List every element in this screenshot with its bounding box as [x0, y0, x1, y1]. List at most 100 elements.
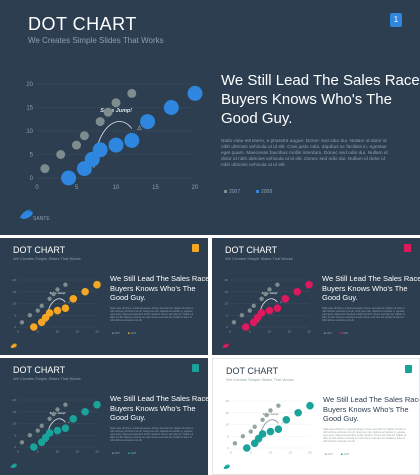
logo-leaf-icon: [10, 343, 17, 348]
y-tick-label: 5: [30, 153, 34, 159]
x-tick-label: 10: [56, 449, 60, 453]
logo-leaf-icon: [223, 464, 230, 469]
variant-headline-line: We Still Lead The Sales Race.: [110, 274, 208, 283]
point-2008: [92, 142, 108, 158]
point-2007: [231, 320, 237, 325]
y-tick-label: 5: [227, 434, 229, 438]
point-2008: [242, 323, 250, 331]
variant-chart: 0 5 10 15 20 0 5 10 15 20 △ Sales Jump! 2007 2008: [223, 399, 350, 470]
logo-leaf-icon: [10, 463, 17, 468]
legend-label-2008: 2008: [343, 332, 349, 335]
x-tick-label: 20: [307, 329, 311, 333]
legend-swatch-2007: [112, 452, 114, 454]
point-2008: [293, 287, 301, 296]
point-2008: [243, 444, 251, 452]
variant-headline-line: Good Guy.: [322, 293, 358, 302]
variant-headline-line: Buyers Knows Who's The: [323, 404, 409, 414]
point-2007: [39, 303, 44, 309]
x-tick-label: 15: [288, 329, 292, 333]
point-2008: [108, 137, 124, 153]
y-tick-label: 10: [13, 422, 17, 426]
variant-badge: [192, 364, 199, 372]
variant-subtitle: We Creates Simple Slides That Works: [13, 376, 81, 381]
slide-number-badge: 1: [390, 13, 402, 27]
x-tick-label: 20: [308, 450, 312, 454]
slide-title: DOT CHART: [28, 14, 137, 34]
legend-swatch-2007: [325, 453, 327, 455]
point-2008: [45, 429, 54, 437]
point-2007: [252, 424, 257, 430]
logo-mark-icon: [10, 464, 17, 469]
legend-swatch-2008: [256, 190, 259, 193]
y-tick-label: 15: [226, 411, 230, 415]
x-tick-label: 10: [113, 185, 120, 191]
point-2008: [163, 100, 179, 115]
point-2008: [93, 400, 101, 409]
slide-subtitle: We Creates Simple Slides That Works: [28, 36, 164, 45]
variant-body: Nulla vitae elit libero, a pharetra augu…: [322, 307, 406, 322]
point-2008: [140, 114, 156, 130]
point-2007: [56, 150, 66, 159]
x-tick-label: 0: [17, 449, 19, 453]
x-tick-label: 0: [230, 450, 232, 454]
headline-line-1: We Still Lead The Sales Race.: [221, 72, 420, 89]
point-2007: [251, 303, 256, 309]
point-2008: [258, 430, 267, 438]
x-tick-label: 5: [75, 185, 79, 191]
legend-swatch-2008: [128, 332, 130, 334]
variant-title: DOT CHART: [13, 245, 66, 255]
annotation-label: Sales Jump!: [100, 108, 132, 114]
point-2007: [72, 140, 81, 150]
point-2007: [239, 313, 245, 318]
legend-label-2007: 2007: [328, 453, 334, 456]
y-tick-label: 5: [14, 313, 16, 317]
x-tick-label: 20: [95, 449, 99, 453]
variant-slide-orange: 0 5 10 15 20 0 5 10 15 20 △ Sales Jump! 2007 2008 DOT …: [0, 238, 208, 355]
logo-mark-icon: [20, 211, 33, 220]
annotation-arrow: △: [281, 422, 284, 425]
point-2007: [47, 296, 52, 301]
annotation-arrow: △: [68, 421, 71, 424]
x-tick-label: 20: [95, 329, 99, 333]
point-2007: [248, 429, 253, 434]
variant-headline-line: Good Guy.: [110, 293, 146, 302]
point-2007: [39, 423, 44, 429]
point-2007: [55, 407, 60, 412]
point-2007: [263, 291, 268, 297]
legend-swatch-2007: [112, 332, 114, 334]
annotation-label: Sales Jump!: [262, 291, 278, 295]
point-2008: [187, 85, 203, 101]
point-2007: [264, 412, 269, 418]
logo-leaf-icon: [222, 343, 229, 348]
variant-subtitle: We Creates Simple Slides That Works: [226, 377, 294, 382]
annotation-arrow: △: [68, 301, 71, 304]
point-2007: [35, 308, 40, 313]
variant-title: DOT CHART: [13, 365, 66, 375]
variant-chart: 0 5 10 15 20 0 5 10 15 20 △ Sales Jump! 2007 2008: [10, 278, 137, 349]
variant-badge: [405, 365, 412, 373]
y-tick-label: 20: [225, 278, 229, 282]
point-2007: [95, 117, 105, 127]
body-paragraph: Nulla vitae elit libero, a pharetra augu…: [221, 139, 388, 168]
y-tick-label: 15: [13, 290, 17, 294]
point-2008: [282, 416, 291, 424]
x-tick-label: 15: [152, 185, 159, 191]
variant-headline-line: We Still Lead The Sales Race.: [322, 274, 420, 283]
annotation-arrow: △: [137, 125, 141, 131]
variant-headline-line: Good Guy.: [110, 413, 146, 422]
legend-label-2008: 2008: [131, 452, 137, 455]
point-2007: [27, 433, 33, 438]
point-2007: [19, 320, 25, 325]
y-tick-label: 10: [13, 302, 17, 306]
annotation-label: Sales Jump!: [50, 291, 66, 295]
logo-mark-icon: [10, 344, 17, 349]
point-2008: [81, 407, 89, 416]
variant-title: DOT CHART: [225, 245, 278, 255]
y-tick-label: 20: [226, 399, 230, 403]
variant-headline-line: We Still Lead The Sales Race.: [323, 395, 420, 404]
variant-chart: 0 5 10 15 20 0 5 10 15 20 △ Sales Jump! 2007 2008: [222, 278, 349, 349]
variant-body: Nulla vitae elit libero, a pharetra augu…: [110, 427, 194, 442]
x-tick-label: 10: [56, 329, 60, 333]
x-tick-label: 20: [192, 185, 199, 191]
point-2008: [30, 323, 38, 331]
